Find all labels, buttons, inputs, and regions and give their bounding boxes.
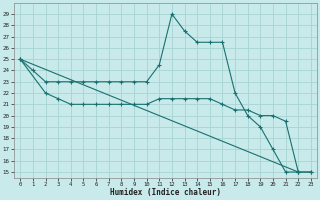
X-axis label: Humidex (Indice chaleur): Humidex (Indice chaleur) xyxy=(110,188,221,197)
